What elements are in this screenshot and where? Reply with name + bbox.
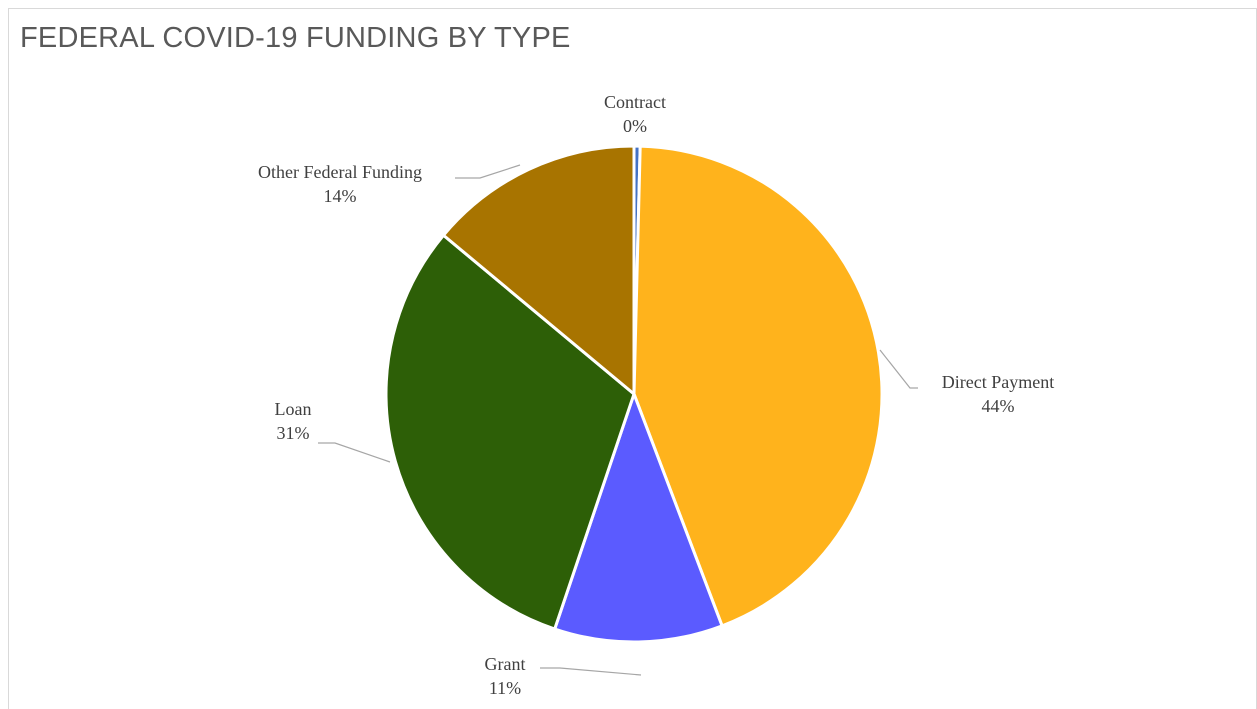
data-label-category: Contract <box>604 92 666 112</box>
leader-line-other-federal-funding <box>455 164 521 179</box>
data-label-percent: 31% <box>277 423 310 443</box>
data-label-percent: 14% <box>324 186 357 206</box>
chart-title: FEDERAL COVID-19 FUNDING BY TYPE <box>20 22 571 54</box>
pie-slice-loan <box>384 233 636 631</box>
data-label-category: Loan <box>275 399 312 419</box>
leader-line-direct-payment <box>879 349 918 389</box>
data-label-category: Other Federal Funding <box>258 162 422 182</box>
data-label-percent: 0% <box>623 116 647 136</box>
pie-slice-grant <box>553 392 724 644</box>
data-label-category: Grant <box>485 654 526 674</box>
pie-slice-other-federal-funding <box>441 144 636 396</box>
leader-line-grant <box>540 667 642 676</box>
data-label-category: Direct Payment <box>942 372 1054 392</box>
pie-slice-direct-payment <box>632 144 884 628</box>
data-labels: Contract 0% Direct Payment 44% Grant 11% Loan 3… <box>258 92 1054 698</box>
data-label-percent: 11% <box>489 678 521 698</box>
leader-lines <box>318 164 918 676</box>
leader-line-loan <box>318 442 391 463</box>
pie-slices <box>384 144 884 644</box>
data-label-percent: 44% <box>982 396 1015 416</box>
